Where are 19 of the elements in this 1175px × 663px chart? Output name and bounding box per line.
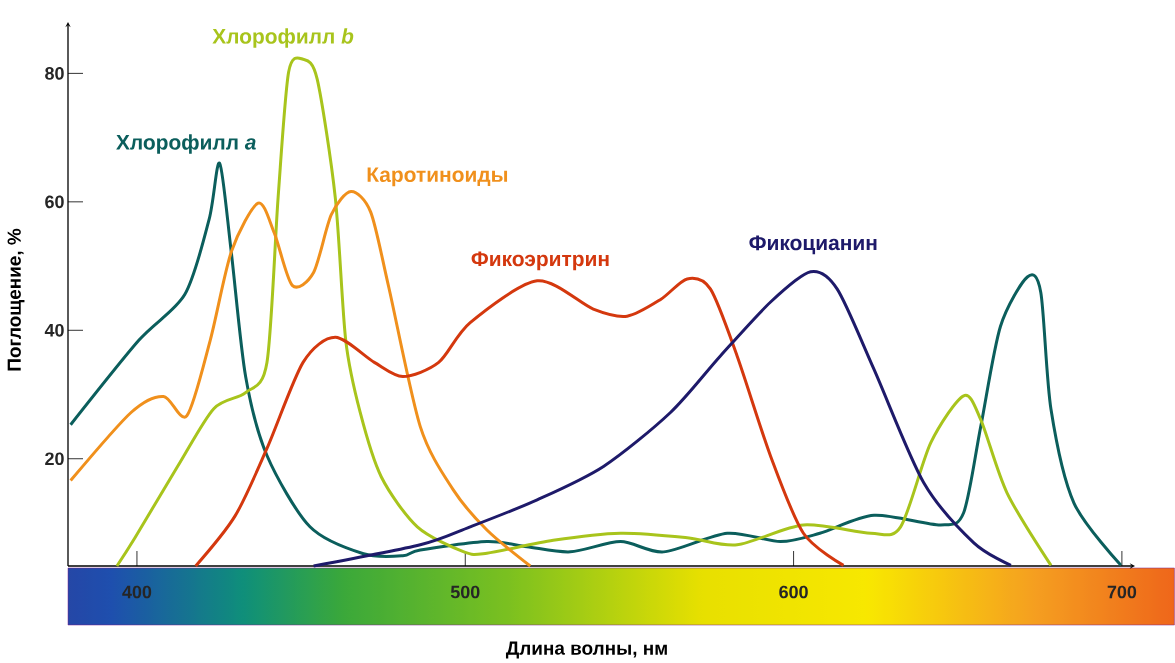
x-tick-label: 700 bbox=[1107, 585, 1137, 599]
x-axis-title: Длина волны, нм bbox=[505, 641, 667, 659]
series-label: Хлорофилл a bbox=[116, 134, 256, 154]
line-series bbox=[194, 276, 845, 568]
series-label: Фикоэритрин bbox=[471, 251, 609, 271]
x-tick-label: 500 bbox=[450, 585, 480, 599]
series-label: Хлорофилл b bbox=[212, 28, 354, 48]
y-tick-label: 60 bbox=[45, 195, 64, 209]
y-axis-title: Поглощение, % bbox=[7, 228, 25, 371]
y-tick-label: 40 bbox=[44, 323, 64, 337]
x-tick-label: 400 bbox=[122, 585, 152, 599]
series-label: Каротиноиды bbox=[367, 167, 508, 187]
line-series bbox=[312, 270, 1013, 568]
y-tick-label: 20 bbox=[45, 452, 64, 466]
line-series bbox=[69, 161, 1123, 567]
series-label: Фикоцианин bbox=[749, 235, 877, 255]
y-tick-label: 80 bbox=[45, 67, 64, 80]
line-series bbox=[115, 57, 1053, 568]
x-tick-label: 600 bbox=[779, 585, 808, 599]
